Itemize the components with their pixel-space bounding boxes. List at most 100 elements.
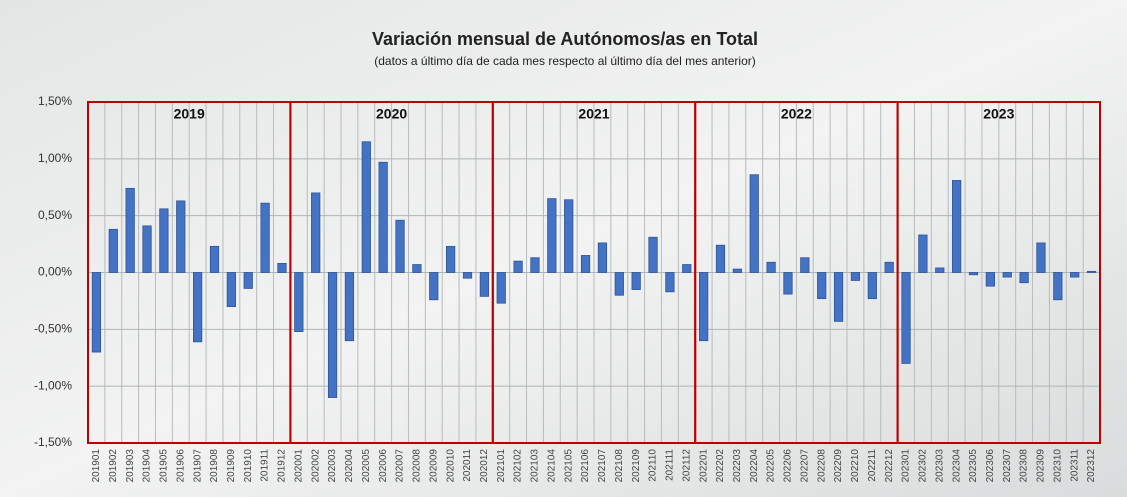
bar bbox=[766, 261, 776, 273]
x-tick-label: 202002 bbox=[310, 449, 321, 483]
bar bbox=[901, 272, 911, 364]
x-tick-label: 202003 bbox=[327, 449, 338, 483]
bar bbox=[918, 234, 928, 273]
y-tick-label: -1,50% bbox=[34, 435, 72, 449]
x-tick-label: 202312 bbox=[1086, 449, 1097, 483]
x-tick-label: 202102 bbox=[513, 449, 524, 483]
x-tick-label: 202304 bbox=[951, 449, 962, 483]
x-tick-label: 202101 bbox=[496, 449, 507, 483]
bar bbox=[665, 272, 675, 293]
x-tick-label: 201901 bbox=[91, 449, 102, 483]
x-tick-label: 201903 bbox=[125, 449, 136, 483]
x-tick-label: 202009 bbox=[428, 449, 439, 483]
bar bbox=[833, 272, 844, 322]
bar bbox=[985, 272, 995, 287]
x-tick-label: 202307 bbox=[1002, 449, 1013, 483]
bar bbox=[850, 272, 861, 281]
x-tick-label: 202309 bbox=[1036, 449, 1047, 483]
y-tick-label: 1,50% bbox=[38, 94, 72, 108]
x-tick-label: 202209 bbox=[833, 449, 844, 483]
bar bbox=[327, 272, 338, 398]
bar bbox=[294, 272, 304, 333]
y-tick-label: 0,00% bbox=[38, 265, 72, 279]
bar bbox=[344, 272, 355, 342]
bar bbox=[209, 245, 220, 273]
x-tick-label: 202207 bbox=[799, 449, 810, 483]
bar bbox=[260, 202, 270, 273]
bar bbox=[968, 272, 979, 276]
bar bbox=[108, 228, 118, 273]
bar bbox=[715, 244, 726, 273]
bar bbox=[243, 272, 253, 289]
x-tick-label: 202008 bbox=[412, 449, 423, 483]
x-tick-label: 202303 bbox=[934, 449, 945, 483]
x-tick-label: 202110 bbox=[648, 449, 659, 482]
bar bbox=[817, 272, 827, 300]
year-label: 2022 bbox=[781, 106, 812, 122]
x-tick-label: 202111 bbox=[665, 449, 676, 481]
bar bbox=[378, 161, 388, 273]
x-tick-label: 202004 bbox=[344, 449, 355, 483]
x-tick-label: 202006 bbox=[378, 449, 389, 483]
bar bbox=[412, 264, 422, 273]
bar bbox=[682, 264, 692, 273]
bar bbox=[361, 141, 371, 273]
y-tick-label: 1,00% bbox=[38, 151, 72, 165]
x-tick-label: 201908 bbox=[209, 449, 220, 483]
bar bbox=[479, 272, 489, 297]
x-tick-label: 202311 bbox=[1069, 449, 1080, 482]
bar bbox=[1002, 272, 1012, 278]
bar bbox=[176, 200, 186, 273]
bar bbox=[277, 263, 287, 273]
y-tick-label: -0,50% bbox=[34, 322, 72, 336]
bar bbox=[530, 257, 540, 273]
x-tick-label: 201912 bbox=[277, 449, 288, 483]
bar bbox=[952, 180, 962, 273]
x-tick-label: 202103 bbox=[530, 449, 541, 483]
x-tick-label: 202010 bbox=[445, 449, 456, 483]
bar bbox=[429, 272, 439, 301]
bar bbox=[867, 272, 877, 300]
x-tick-label: 202011 bbox=[462, 449, 473, 482]
bar bbox=[462, 272, 473, 279]
bar bbox=[142, 225, 152, 273]
bar bbox=[935, 267, 945, 273]
bar bbox=[547, 198, 557, 273]
bar bbox=[513, 260, 523, 273]
x-tick-label: 201904 bbox=[142, 449, 153, 483]
bar bbox=[446, 245, 456, 273]
x-tick-label: 202305 bbox=[968, 449, 979, 483]
x-tick-label: 202204 bbox=[749, 449, 760, 483]
x-tick-label: 201910 bbox=[243, 449, 254, 483]
chart-title: Variación mensual de Autónomos/as en Tot… bbox=[372, 29, 758, 49]
bar bbox=[800, 257, 810, 273]
bar bbox=[783, 272, 793, 295]
x-tick-label: 202106 bbox=[580, 449, 591, 483]
y-tick-label: 0,50% bbox=[38, 208, 72, 222]
x-tick-label: 202211 bbox=[867, 449, 878, 482]
bar bbox=[91, 272, 102, 353]
x-tick-label: 201902 bbox=[108, 449, 119, 483]
year-label: 2019 bbox=[174, 106, 205, 122]
bar bbox=[732, 268, 742, 273]
bar bbox=[749, 174, 759, 273]
bar bbox=[564, 199, 574, 273]
x-tick-label: 201906 bbox=[175, 449, 186, 483]
bar bbox=[1086, 270, 1097, 273]
bar bbox=[1070, 272, 1080, 278]
x-tick-label: 202007 bbox=[395, 449, 406, 483]
bar bbox=[631, 272, 641, 290]
year-label: 2023 bbox=[983, 106, 1014, 122]
x-tick-label: 202107 bbox=[597, 449, 608, 483]
bar bbox=[311, 192, 321, 273]
x-tick-label: 202203 bbox=[732, 449, 743, 483]
x-tick-label: 202308 bbox=[1019, 449, 1030, 483]
bar bbox=[159, 208, 169, 273]
year-box bbox=[896, 101, 1101, 444]
x-tick-label: 202105 bbox=[563, 449, 574, 483]
x-tick-label: 202206 bbox=[783, 449, 794, 483]
x-tick-label: 202301 bbox=[901, 449, 912, 483]
year-label: 2020 bbox=[376, 106, 407, 122]
x-tick-label: 202205 bbox=[766, 449, 777, 483]
